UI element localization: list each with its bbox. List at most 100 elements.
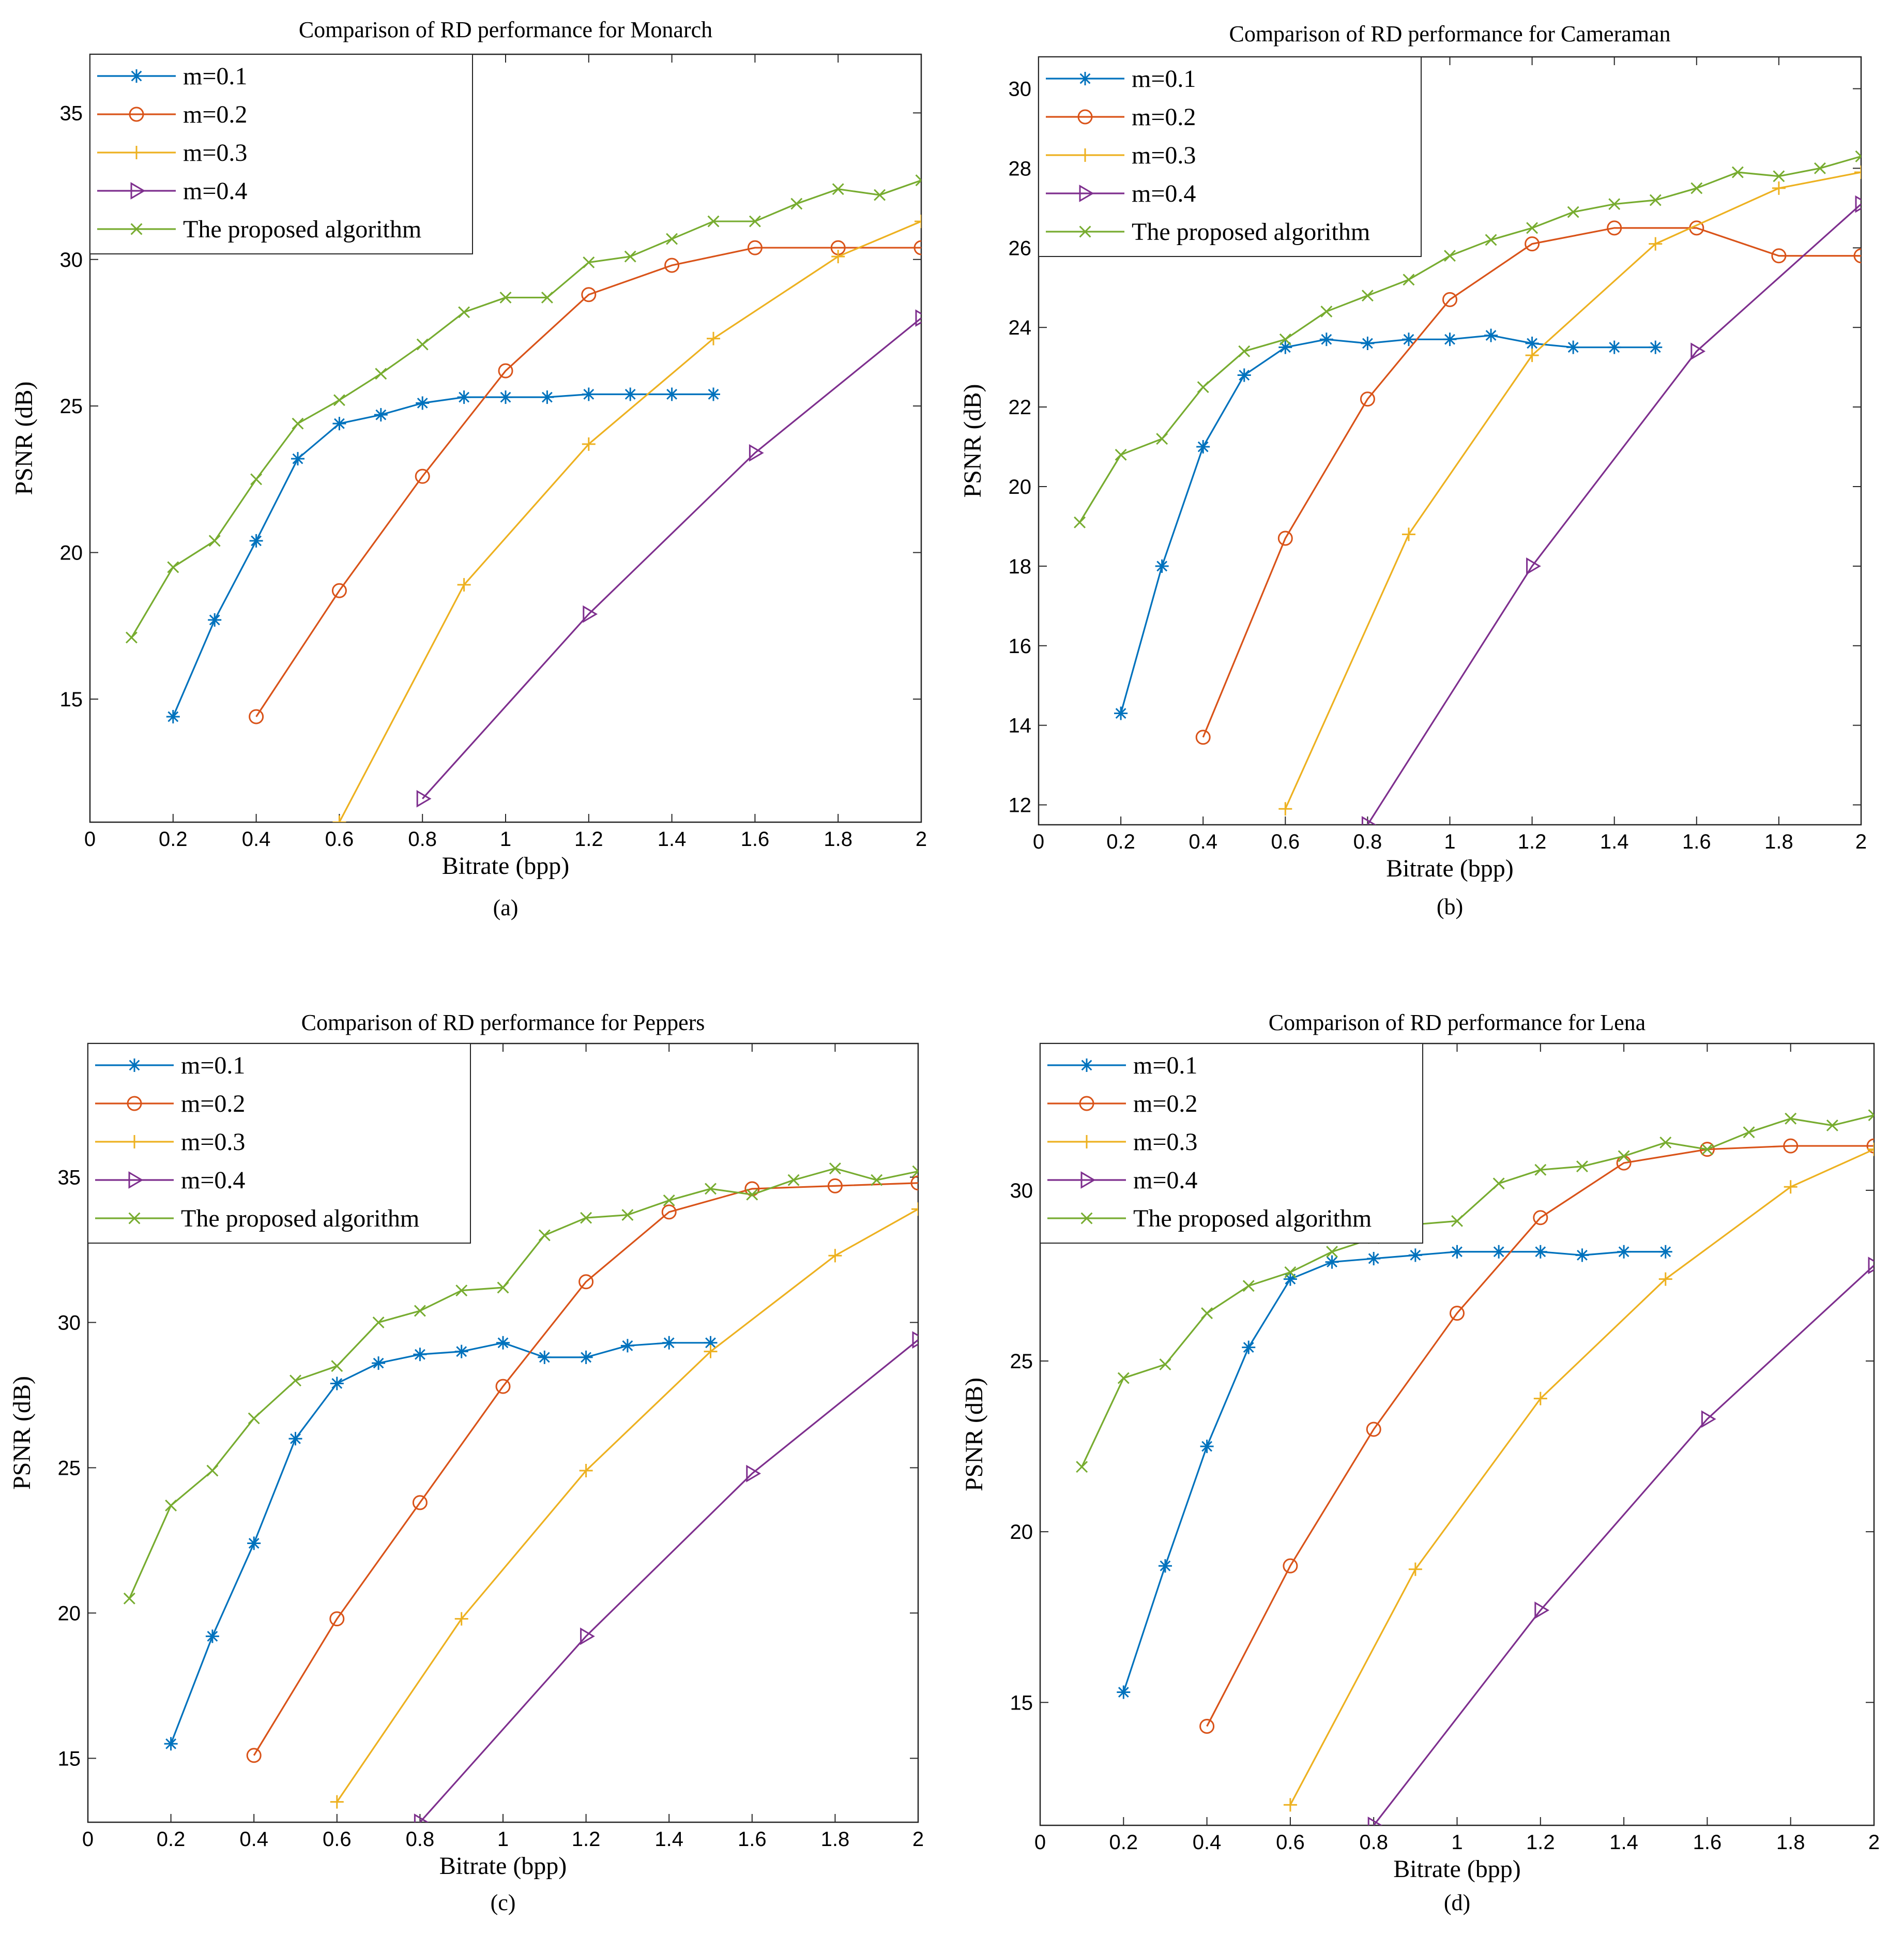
legend-item: The proposed algorithm [97, 216, 421, 243]
data-point [1361, 290, 1374, 302]
data-point [330, 1377, 344, 1390]
data-point [787, 1174, 800, 1186]
data-point [414, 1813, 429, 1822]
data-point [1402, 332, 1415, 346]
data-point [1576, 1160, 1588, 1173]
data-point [291, 452, 304, 466]
legend-label: m=0.2 [183, 101, 247, 128]
data-point [495, 1379, 511, 1394]
panel-caption: (a) [493, 895, 519, 920]
data-point [1607, 220, 1622, 236]
y-tick-label: 30 [1010, 1179, 1033, 1202]
data-point [208, 535, 221, 547]
legend-marker [130, 146, 143, 159]
legend-item: m=0.4 [97, 177, 247, 205]
x-tick-label: 0.4 [242, 828, 271, 851]
x-tick-label: 0.8 [406, 1828, 435, 1851]
x-tick-label: 0.6 [1271, 830, 1300, 853]
data-point [1492, 1177, 1505, 1190]
data-point [1658, 1245, 1672, 1259]
legend-item: m=0.3 [1047, 1128, 1197, 1156]
series-m-0-1 [1114, 328, 1663, 720]
data-point [1484, 328, 1498, 342]
data-point [749, 215, 761, 228]
x-tick-label: 0 [84, 828, 96, 851]
data-point [707, 215, 720, 228]
x-axis-label: Bitrate (bpp) [1386, 855, 1514, 882]
x-tick-label: 2 [1868, 1831, 1880, 1854]
data-point [496, 1336, 510, 1350]
data-point [1196, 440, 1210, 454]
series-m-0-2 [1199, 1138, 1874, 1734]
data-point [828, 1249, 842, 1263]
data-point [912, 1165, 918, 1177]
data-point [250, 473, 263, 486]
y-tick-label: 22 [1009, 396, 1032, 419]
chart-panel-d: Comparison of RD performance for Lena 0 0.… [961, 1010, 1880, 1915]
data-point [665, 387, 679, 401]
legend-label: m=0.3 [181, 1128, 245, 1156]
data-point [1277, 531, 1293, 546]
data-point [1450, 1245, 1464, 1259]
y-tick-label: 20 [60, 542, 83, 565]
x-axis-label: Bitrate (bpp) [439, 1852, 567, 1880]
data-point [1866, 1138, 1874, 1154]
legend-marker [1077, 109, 1093, 125]
data-point [540, 390, 554, 404]
x-tick-label: 1.2 [1518, 830, 1547, 853]
legend-marker [1080, 1171, 1096, 1189]
data-point [580, 1627, 595, 1645]
legend-marker [128, 1135, 141, 1148]
x-tick-label: 1 [500, 828, 511, 851]
series-m-0-4 [416, 309, 921, 808]
legend-marker [1079, 225, 1091, 238]
series-the-proposed-algorithm [1076, 1109, 1874, 1473]
legend-box [1040, 1043, 1423, 1244]
data-point [499, 390, 512, 404]
series-line [338, 220, 921, 822]
data-point [290, 1374, 301, 1387]
series-line [1081, 1114, 1874, 1468]
legend-item: m=0.3 [95, 1128, 245, 1156]
data-point [1492, 1245, 1506, 1259]
series-line [336, 1208, 918, 1803]
data-point [372, 1316, 385, 1328]
data-point [1159, 1358, 1171, 1371]
data-point [1201, 1307, 1213, 1320]
series-m-0-1 [166, 387, 720, 723]
series-m-0-4 [1367, 1257, 1874, 1825]
data-point [1649, 340, 1663, 354]
data-point [167, 561, 179, 573]
data-point [1117, 1685, 1131, 1699]
data-point [1773, 170, 1785, 183]
legend-item: m=0.2 [1047, 1090, 1197, 1117]
data-point [580, 1212, 592, 1224]
data-point [249, 534, 263, 548]
data-point [832, 183, 844, 195]
data-point [1283, 1558, 1298, 1574]
series-line [1120, 335, 1656, 714]
legend-label: m=0.1 [1132, 65, 1196, 93]
x-axis-label: Bitrate (bpp) [1393, 1855, 1521, 1883]
x-tick-label: 0 [1033, 830, 1044, 853]
series-line [1289, 1148, 1874, 1806]
legend-item: The proposed algorithm [95, 1205, 419, 1232]
data-point [1283, 1798, 1297, 1812]
data-point [1690, 342, 1706, 360]
data-point [871, 1174, 883, 1186]
series-m-0-2 [249, 240, 921, 724]
y-axis-label: PSNR (dB) [8, 1376, 36, 1490]
data-point [372, 1356, 386, 1370]
legend-label: The proposed algorithm [1132, 218, 1370, 246]
y-tick-label: 35 [58, 1166, 81, 1189]
legend-marker [1080, 1135, 1093, 1148]
legend-item: m=0.3 [97, 139, 247, 167]
x-tick-label: 0 [1034, 1831, 1046, 1854]
data-point [374, 408, 388, 422]
data-point [414, 1305, 426, 1317]
x-tick-label: 1.4 [1609, 1831, 1638, 1854]
data-point [165, 1500, 177, 1511]
data-point [1525, 236, 1540, 252]
data-point [1451, 1215, 1463, 1227]
